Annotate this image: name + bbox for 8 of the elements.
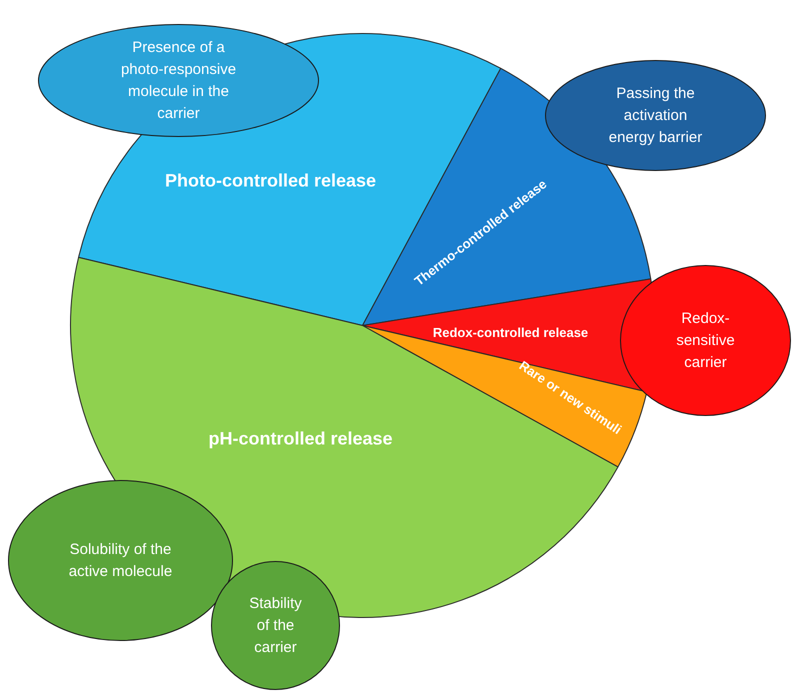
slice-label: pH-controlled release <box>208 428 393 448</box>
text: Redox-sensitive carrier <box>676 310 735 372</box>
text: Presence of a photo-responsive molecule in the carrier <box>120 38 236 122</box>
text: Solubility of the active molecule <box>68 540 172 580</box>
slice-label: Redox-controlled release <box>432 325 588 340</box>
slice-label: Photo-controlled release <box>164 170 376 190</box>
text: Passing the activation energy barrier <box>608 84 702 146</box>
text: Stability of the carrier <box>249 594 302 656</box>
